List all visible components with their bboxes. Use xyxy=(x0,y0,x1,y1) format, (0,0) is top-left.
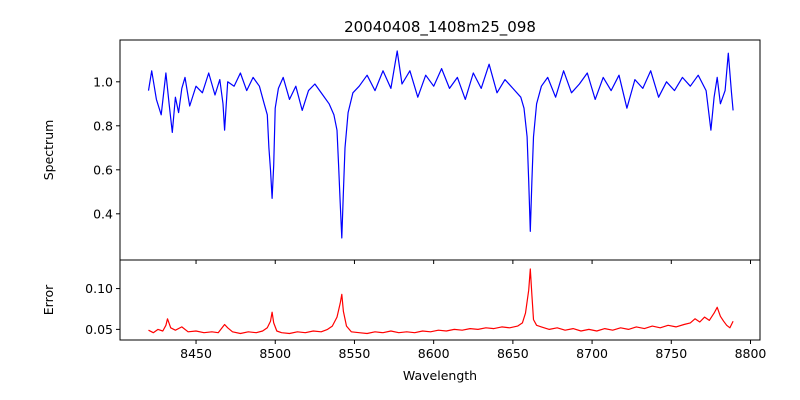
spectrum-y-tick-label: 1.0 xyxy=(93,74,113,89)
error-x-tick-label: 8450 xyxy=(180,346,212,361)
spectrum-y-axis-label: Spectrum xyxy=(41,120,56,181)
spectrum-y-tick-label: 0.6 xyxy=(93,162,113,177)
error-x-tick-label: 8500 xyxy=(259,346,291,361)
spectrum-y-tick-label: 0.8 xyxy=(93,118,113,133)
spectrum-y-ticks: 0.4 0.6 0.8 1.0 xyxy=(93,74,120,221)
spectrum-series-line xyxy=(147,50,734,239)
error-panel: 0.05 0.10 8450 8500 8550 8600 8650 8700 8750 880… xyxy=(41,259,766,383)
error-y-tick-label: 0.05 xyxy=(85,322,113,337)
spectrum-line-group xyxy=(147,50,734,239)
error-x-ticks: 8450 8500 8550 8600 8650 8700 8750 8800 xyxy=(180,340,766,361)
error-x-tick-label: 8650 xyxy=(497,346,529,361)
error-line-group xyxy=(148,268,734,335)
spectrum-panel: 0.4 0.6 0.8 1.0 Spectrum xyxy=(41,39,761,264)
error-x-tick-label: 8750 xyxy=(655,346,687,361)
x-axis-label: Wavelength xyxy=(403,368,477,383)
error-x-tick-label: 8800 xyxy=(735,346,767,361)
error-y-ticks: 0.05 0.10 xyxy=(85,281,120,337)
error-x-tick-label: 8550 xyxy=(339,346,371,361)
error-x-tick-label: 8600 xyxy=(418,346,450,361)
error-y-axis-label: Error xyxy=(41,284,56,315)
error-y-tick-label: 0.10 xyxy=(85,281,113,296)
error-x-tick-label: 8700 xyxy=(576,346,608,361)
spectrum-y-tick-label: 0.4 xyxy=(93,206,113,221)
error-series-line xyxy=(148,268,734,335)
error-plot-frame xyxy=(119,259,761,341)
spectrum-x-ticks xyxy=(195,260,751,264)
chart-title: 20040408_1408m25_098 xyxy=(344,18,536,37)
